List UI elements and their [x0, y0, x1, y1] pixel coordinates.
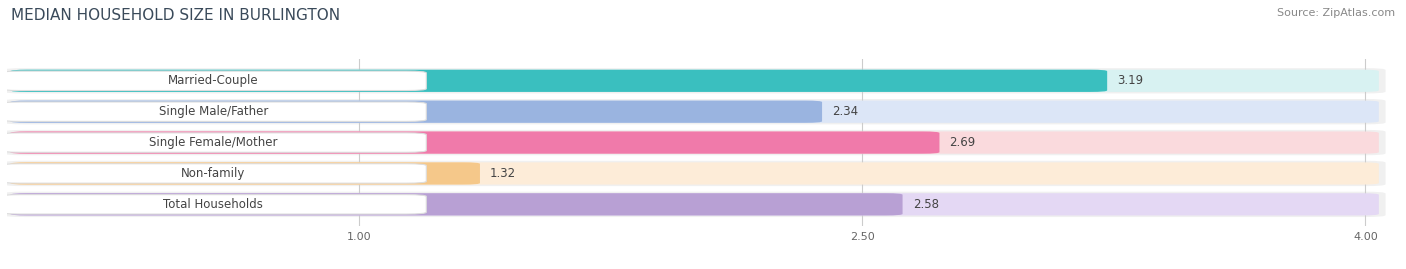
Text: MEDIAN HOUSEHOLD SIZE IN BURLINGTON: MEDIAN HOUSEHOLD SIZE IN BURLINGTON	[11, 8, 340, 23]
FancyBboxPatch shape	[10, 162, 479, 185]
FancyBboxPatch shape	[0, 102, 426, 121]
FancyBboxPatch shape	[10, 101, 823, 123]
FancyBboxPatch shape	[10, 162, 1379, 185]
Text: Source: ZipAtlas.com: Source: ZipAtlas.com	[1277, 8, 1395, 18]
FancyBboxPatch shape	[0, 164, 426, 183]
FancyBboxPatch shape	[0, 71, 426, 90]
FancyBboxPatch shape	[4, 68, 1385, 93]
Text: Single Female/Mother: Single Female/Mother	[149, 136, 277, 149]
FancyBboxPatch shape	[10, 193, 1379, 215]
Text: Non-family: Non-family	[181, 167, 246, 180]
FancyBboxPatch shape	[10, 132, 1379, 154]
Text: 2.58: 2.58	[912, 198, 939, 211]
Text: 2.34: 2.34	[832, 105, 858, 118]
Text: 1.32: 1.32	[491, 167, 516, 180]
FancyBboxPatch shape	[10, 70, 1107, 92]
Text: Married-Couple: Married-Couple	[167, 74, 259, 87]
Text: Single Male/Father: Single Male/Father	[159, 105, 269, 118]
FancyBboxPatch shape	[4, 130, 1385, 155]
FancyBboxPatch shape	[10, 193, 903, 215]
FancyBboxPatch shape	[0, 195, 426, 214]
Text: 3.19: 3.19	[1118, 74, 1143, 87]
FancyBboxPatch shape	[4, 161, 1385, 186]
FancyBboxPatch shape	[0, 133, 426, 152]
FancyBboxPatch shape	[4, 192, 1385, 217]
FancyBboxPatch shape	[10, 70, 1379, 92]
FancyBboxPatch shape	[10, 132, 939, 154]
FancyBboxPatch shape	[10, 101, 1379, 123]
Text: Total Households: Total Households	[163, 198, 263, 211]
Text: 2.69: 2.69	[949, 136, 976, 149]
FancyBboxPatch shape	[4, 99, 1385, 124]
